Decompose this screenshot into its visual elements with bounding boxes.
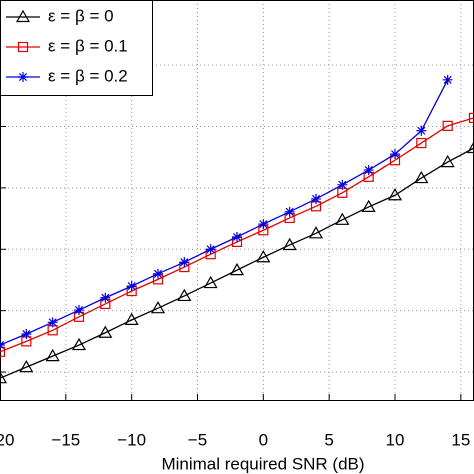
legend-label: ε = β = 0	[48, 6, 114, 25]
marker	[232, 231, 242, 242]
marker	[17, 41, 29, 53]
marker	[21, 328, 32, 339]
marker	[45, 348, 60, 362]
marker	[150, 301, 166, 314]
marker	[0, 346, 6, 357]
legend-label: ε = β = 0.2	[48, 66, 128, 85]
marker	[229, 262, 245, 276]
marker	[126, 281, 137, 292]
marker	[179, 257, 190, 268]
legend: ε = β = 0 ε = β = 0.1 ε = β = 0.2	[0, 0, 153, 96]
series-line	[0, 147, 474, 379]
marker	[203, 275, 218, 289]
marker	[468, 112, 474, 123]
x-tick-label: 15	[451, 430, 470, 449]
marker	[98, 325, 113, 338]
marker	[416, 125, 427, 136]
marker	[74, 305, 84, 316]
x-tick-label: 0	[259, 430, 268, 449]
marker	[19, 359, 34, 373]
marker	[414, 170, 429, 184]
marker	[124, 312, 139, 325]
marker	[416, 137, 427, 149]
x-tick-label: 5	[324, 430, 333, 449]
series-line	[0, 79, 449, 346]
marker	[308, 226, 324, 239]
marker	[282, 237, 297, 251]
x-tick-label: −10	[117, 430, 146, 449]
marker	[442, 120, 453, 131]
marker	[258, 219, 269, 230]
marker	[18, 72, 28, 82]
marker	[205, 244, 216, 255]
marker	[363, 165, 374, 176]
legend-label: ε = β = 0.1	[48, 36, 128, 55]
marker	[153, 268, 163, 279]
marker	[335, 212, 350, 225]
marker	[15, 9, 31, 23]
marker	[442, 74, 453, 85]
marker	[466, 140, 474, 154]
x-tick-label: −20	[0, 430, 14, 449]
marker	[284, 206, 295, 217]
marker	[100, 292, 111, 303]
marker	[361, 199, 376, 213]
marker	[47, 317, 58, 328]
x-axis-label: Minimal required SNR (dB)	[161, 454, 364, 473]
marker	[0, 370, 8, 384]
marker	[337, 179, 348, 190]
x-tick-label: 10	[386, 430, 405, 449]
marker	[311, 193, 321, 204]
marker	[177, 288, 192, 302]
x-tick-label: −15	[51, 430, 80, 449]
marker	[440, 154, 455, 168]
marker	[256, 250, 271, 263]
marker	[387, 188, 403, 201]
x-tick-label: −5	[188, 430, 207, 449]
marker	[71, 337, 87, 351]
marker	[390, 149, 400, 160]
